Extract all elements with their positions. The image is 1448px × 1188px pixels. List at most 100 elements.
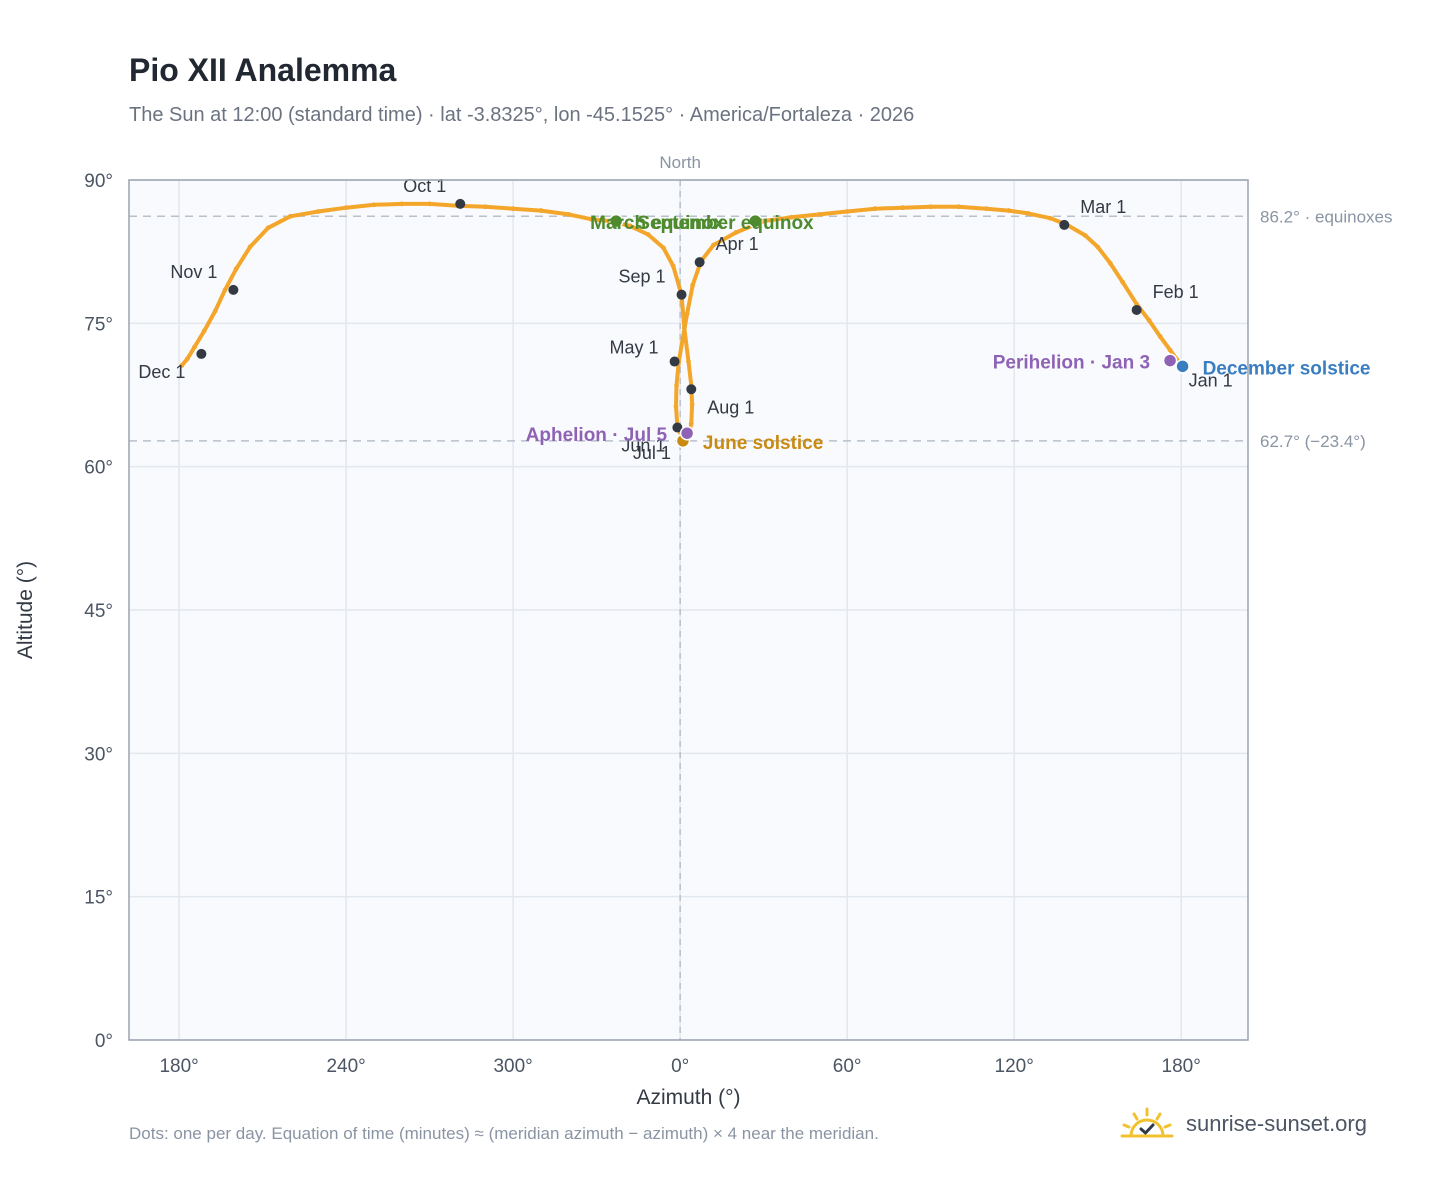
axes-layer: 180° 240° 300° 0° 60° 120° 180° 0° 15° 30° 45° 60° 7… (14, 171, 1249, 1109)
month-marker-label: Mar 1 (1080, 197, 1126, 217)
day-dot (399, 201, 405, 207)
event-label: December solstice (1203, 358, 1371, 379)
north-label: North (659, 153, 701, 172)
day-dot (872, 206, 878, 212)
day-dot (680, 335, 686, 341)
x-axis-label: Azimuth (°) (636, 1086, 740, 1109)
x-tick-label: 180° (1162, 1056, 1201, 1077)
day-dot (688, 421, 694, 427)
x-tick-label: 60° (833, 1056, 862, 1077)
brand-logo[interactable]: sunrise-sunset.org (1120, 1102, 1367, 1146)
month-marker-label: Jun 1 (621, 435, 665, 455)
day-dot (1082, 233, 1088, 238)
footnote: Dots: one per day. Equation of time (min… (129, 1124, 879, 1143)
day-dot (192, 344, 197, 350)
month-marker-dot (196, 348, 207, 359)
day-dot (674, 383, 679, 388)
y-tick-label: 60° (84, 458, 113, 479)
month-marker-dot (1059, 219, 1070, 230)
month-marker-dot (694, 257, 705, 268)
day-dot (686, 359, 691, 364)
day-dot (247, 244, 253, 250)
reference-line-label: 86.2° · equinoxes (1260, 207, 1393, 226)
day-dot (1157, 334, 1163, 340)
day-dot (816, 212, 822, 217)
day-dot (233, 266, 239, 272)
day-dot (844, 209, 850, 214)
day-dot (1107, 260, 1113, 266)
day-dot (510, 206, 516, 212)
month-marker-label: Jul 1 (633, 443, 671, 463)
day-dot (661, 245, 666, 251)
day-dot (482, 204, 488, 210)
x-tick-label: 0° (671, 1056, 689, 1077)
event-label: Perihelion · Jan 3 (993, 353, 1150, 374)
month-marker-label: Nov 1 (170, 262, 217, 282)
day-dot (689, 402, 695, 407)
day-dot (645, 232, 651, 237)
month-marker-label: Feb 1 (1153, 282, 1199, 302)
day-dot (670, 263, 676, 269)
day-dot (956, 204, 961, 210)
day-dot (427, 201, 433, 207)
day-dot (588, 216, 594, 222)
month-marker-label: Apr 1 (716, 234, 759, 254)
month-marker-label: May 1 (610, 338, 659, 358)
day-dot (201, 328, 207, 334)
event-marker-dot (608, 213, 624, 229)
reference-line-label: 62.7° (−23.4°) (1260, 432, 1366, 451)
chart-title: Pio XII Analemma (129, 52, 397, 88)
event-label: September equinox (637, 213, 814, 234)
day-dot (538, 208, 544, 213)
day-dot (627, 223, 633, 229)
day-dot (222, 287, 228, 293)
y-axis-label: Altitude (°) (14, 561, 37, 659)
day-dot (673, 404, 679, 409)
day-dot (711, 242, 716, 248)
day-dot (185, 356, 190, 362)
day-dot (1146, 318, 1152, 323)
day-dot (265, 225, 271, 231)
y-tick-label: 75° (84, 314, 113, 335)
x-tick-label: 300° (493, 1056, 532, 1077)
month-marker-dot (669, 356, 680, 367)
day-dot (983, 206, 989, 212)
y-tick-label: 0° (95, 1031, 113, 1052)
month-marker-label: Dec 1 (138, 362, 185, 382)
chart-subtitle: The Sun at 12:00 (standard time) · lat -… (129, 104, 915, 126)
day-dot (343, 205, 349, 211)
month-marker-label: Aug 1 (707, 397, 754, 417)
event-label: March equinox (590, 213, 725, 234)
y-tick-label: 15° (84, 888, 113, 909)
day-dot (761, 218, 767, 224)
plot-frame (128, 179, 1249, 1041)
grid-layer (129, 179, 1248, 1041)
day-dot (371, 202, 377, 208)
event-label: June solstice (703, 433, 823, 454)
day-dot (733, 230, 739, 235)
day-dot (1047, 215, 1053, 221)
month-marker-label: Oct 1 (403, 176, 446, 196)
month-marker-dot (672, 422, 683, 433)
y-tick-label: 90° (84, 171, 113, 192)
day-dot (212, 308, 218, 314)
day-dot (566, 212, 572, 217)
x-tick-label: 240° (326, 1056, 365, 1077)
month-marker-dot (1131, 304, 1142, 315)
event-marker-dot (748, 213, 763, 229)
event-marker-dot (1162, 353, 1178, 368)
x-tick-label: 180° (159, 1056, 198, 1077)
day-dot (288, 213, 293, 219)
day-dot (315, 209, 321, 214)
day-dot (789, 214, 794, 220)
month-marker-label: Jan 1 (1189, 370, 1233, 390)
event-marker-dot (1175, 359, 1190, 374)
day-dot (1025, 211, 1031, 216)
month-marker-dot (455, 198, 466, 209)
month-marker-dot (676, 289, 687, 300)
reference-lines: North 86.2° · equinoxes 62.7° (−23.4°) (129, 153, 1393, 1040)
event-label: Aphelion · Jul 5 (526, 425, 668, 446)
